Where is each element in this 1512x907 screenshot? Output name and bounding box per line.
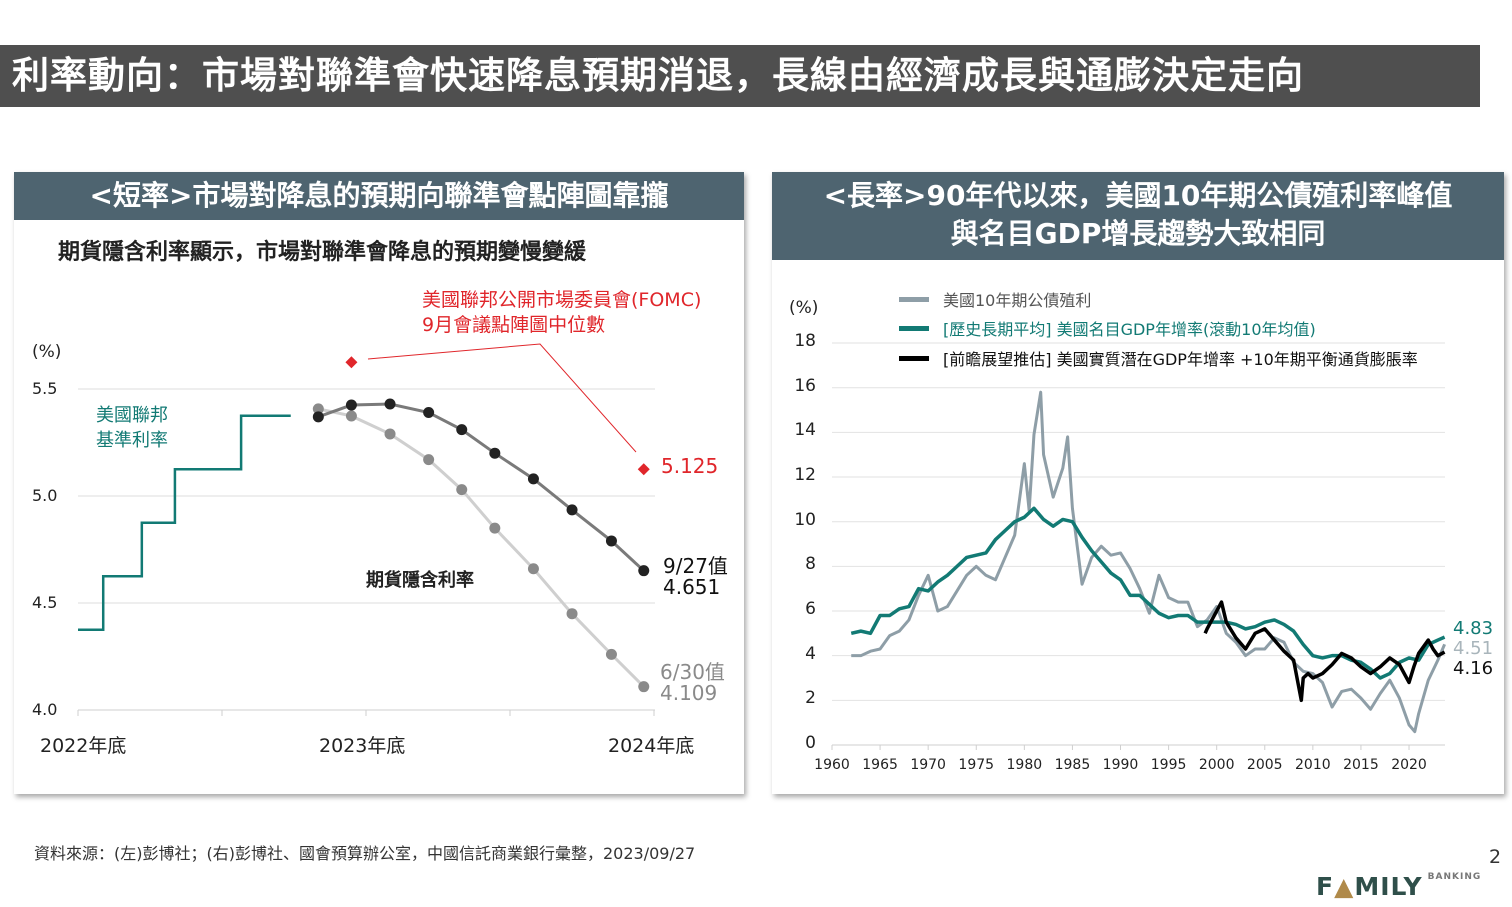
ytick: 2 [805, 688, 816, 709]
futures-point [638, 565, 650, 577]
ytick: 0 [805, 733, 816, 753]
ytick: 18 [794, 331, 816, 352]
right-panel-header: <長率>90年代以來，美國10年期公債殖利率峰值 與名目GDP增長趨勢大致相同 [772, 172, 1504, 260]
futures-point [566, 504, 578, 516]
source-note: 資料來源：(左)彭博社；(右)彭博社、國會預算辦公室，中國信託商業銀行彙整，20… [34, 844, 696, 863]
futures-point [312, 411, 324, 423]
left-panel-header: <短率>市場對降息的預期向聯準會點陣圖靠攏 [14, 172, 744, 220]
xtick: 1995 [1150, 757, 1187, 773]
page-number: 2 [1489, 846, 1502, 868]
xtick: 2015 [1343, 757, 1379, 773]
futures-point [489, 522, 501, 534]
ytick: 4 [805, 643, 816, 664]
xtick: 1985 [1054, 757, 1091, 773]
xtick: 2005 [1246, 757, 1283, 773]
futures-point [566, 608, 578, 620]
futures-point [384, 428, 396, 440]
ytick: 5.0 [32, 486, 58, 505]
xtick: 1990 [1102, 757, 1139, 773]
forward-estimate-line [1203, 600, 1446, 703]
legend-label: [歷史長期平均] 美國名目GDP年增率(滾動10年均值) [943, 320, 1316, 339]
ytick: 5.5 [32, 379, 58, 398]
fed-rate-label: 美國聯邦 基準利率 [96, 405, 168, 451]
end-label-yield: 4.51 [1453, 638, 1494, 659]
futures-label: 期貨隱含利率 [366, 570, 474, 591]
end-label-gdp: 4.83 [1453, 618, 1494, 639]
left-ylabel: (%) [32, 342, 62, 362]
right-header-line-2: 與名目GDP增長趨勢大致相同 [950, 217, 1326, 250]
end-label-forward: 4.16 [1453, 658, 1494, 679]
futures-point [605, 648, 617, 660]
fomc-label: 美國聯邦公開市場委員會(FOMC) [422, 289, 702, 311]
xtick: 2000 [1198, 757, 1235, 773]
xtick: 2020 [1391, 757, 1427, 773]
jun30-value: 4.109 [660, 681, 718, 705]
legend-swatch [899, 325, 929, 331]
sep27-value: 4.651 [663, 575, 721, 599]
ytick: 10 [794, 509, 816, 530]
xtick: 1970 [910, 757, 946, 773]
fed-rate-step-line [78, 414, 291, 631]
ytick: 16 [794, 375, 816, 396]
legend-swatch [899, 355, 929, 361]
legend-item-forward: [前瞻展望推估] 美國實質潛在GDP年增率 +10年期平衡通貨膨脹率 [899, 346, 1418, 370]
xtick: 2024年底 [608, 735, 695, 757]
ytick: 14 [794, 420, 816, 441]
legend-item-yield: 美國10年期公債殖利 [899, 287, 1091, 311]
family-banking-logo: F▲MILY BANKING [1316, 872, 1482, 901]
futures-point [456, 484, 468, 496]
xtick: 2022年底 [40, 735, 127, 757]
futures-point [638, 681, 650, 693]
left-chart-title: 期貨隱含利率顯示，市場對聯準會降息的預期變慢變緩 [58, 240, 587, 265]
yield-line [851, 390, 1446, 734]
legend-swatch [899, 296, 929, 302]
ytick: 8 [805, 554, 816, 575]
xtick: 2010 [1295, 757, 1331, 773]
xtick: 1980 [1006, 757, 1043, 773]
fomc-leader-line [367, 343, 637, 453]
xtick: 1960 [814, 757, 850, 773]
futures-point [345, 410, 357, 422]
fomc-diamond [345, 356, 358, 369]
futures-point [384, 398, 396, 410]
xtick: 2023年底 [319, 735, 406, 757]
futures-point [423, 454, 435, 466]
futures-point [605, 535, 617, 547]
ytick: 12 [794, 465, 816, 486]
futures-line-sep27 [317, 402, 645, 572]
sep27-label: 9/27值 [663, 554, 728, 578]
slide-title: 利率動向：市場對聯準會快速降息預期消退，長線由經濟成長與通膨決定走向 [0, 45, 1480, 107]
gdp-avg-line [850, 506, 1446, 680]
futures-line-jun30 [318, 407, 645, 688]
ytick: 6 [805, 599, 816, 620]
futures-point [456, 424, 468, 436]
fomc-value: 5.125 [661, 454, 719, 478]
legend-label: 美國10年期公債殖利 [943, 291, 1092, 310]
futures-point [489, 447, 501, 459]
legend-item-gdp: [歷史長期平均] 美國名目GDP年增率(滾動10年均值) [899, 316, 1316, 340]
left-panel [14, 172, 744, 794]
right-ylabel: (%) [789, 298, 819, 318]
futures-point [345, 399, 357, 411]
ytick: 4.0 [32, 700, 58, 719]
futures-point [527, 473, 539, 485]
legend-label: [前瞻展望推估] 美國實質潛在GDP年增率 +10年期平衡通貨膨脹率 [943, 350, 1418, 369]
jun30-label: 6/30值 [660, 660, 725, 684]
futures-point [423, 407, 435, 419]
xtick: 1975 [958, 757, 995, 773]
fomc-label-2: 9月會議點陣圖中位數 [422, 314, 606, 336]
right-header-line-1: <長率>90年代以來，美國10年期公債殖利率峰值 [823, 179, 1453, 212]
ytick: 4.5 [32, 593, 58, 612]
fomc-diamond [637, 463, 650, 476]
xtick: 1965 [862, 757, 898, 773]
futures-point [312, 403, 324, 415]
futures-point [527, 563, 539, 575]
